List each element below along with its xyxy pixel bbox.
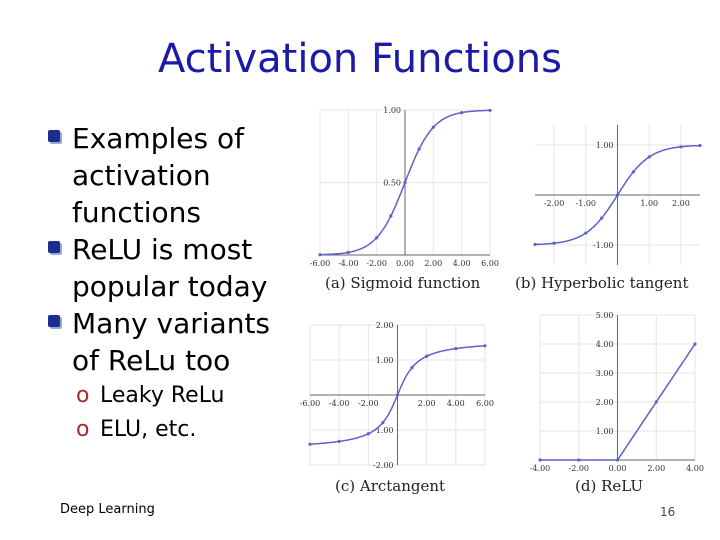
circle-bullet-icon: o: [76, 383, 90, 408]
data-point: [318, 253, 322, 257]
x-tick-label: 2.00: [424, 259, 442, 268]
data-point: [431, 125, 435, 129]
x-tick-label: -1.00: [576, 199, 597, 208]
x-tick-label: 4.00: [686, 464, 704, 473]
y-tick-label: -1.00: [593, 241, 614, 250]
data-point: [552, 241, 556, 245]
x-tick-label: 6.00: [476, 399, 494, 408]
data-point: [615, 193, 620, 197]
x-tick-label: -2.00: [358, 399, 379, 408]
data-point: [538, 458, 542, 462]
bullet-line: activation: [72, 159, 211, 192]
bullet-line: ReLU is most: [72, 233, 253, 266]
x-tick-label: -4.00: [530, 464, 551, 473]
subbullet-text: ELU, etc.: [100, 417, 197, 442]
subbullet-leaky: o Leaky ReLu: [44, 379, 304, 413]
data-point: [533, 242, 537, 247]
y-tick-label: -1.00: [373, 426, 394, 435]
y-tick-label: 5.00: [596, 311, 614, 320]
data-point: [403, 180, 407, 185]
subbullet-elu: o ELU, etc.: [44, 413, 304, 447]
square-bullet-icon: [48, 130, 60, 142]
x-tick-label: -4.00: [329, 399, 350, 408]
x-tick-label: -6.00: [310, 259, 331, 268]
data-point: [389, 214, 393, 218]
y-tick-label: 0.50: [383, 179, 401, 188]
data-point: [488, 108, 492, 112]
y-tick-label: 1.00: [383, 106, 401, 115]
data-point: [381, 420, 385, 425]
bullet-line: popular today: [72, 270, 268, 303]
bullet-examples: Examples of activation functions: [44, 120, 304, 231]
y-tick-label: 2.00: [596, 398, 614, 407]
data-point: [600, 216, 604, 220]
data-point: [698, 143, 702, 148]
plot-caption: (a) Sigmoid function: [325, 274, 481, 292]
tanh-plot: -2.00 -1.00 1.00 2.00 1.00 -1.00 (b) Hyperboli…: [515, 125, 702, 292]
data-point: [584, 231, 588, 235]
circle-bullet-icon: o: [76, 417, 90, 442]
y-tick-label: 3.00: [596, 369, 614, 378]
x-tick-label: 2.00: [647, 464, 665, 473]
x-tick-label: 0.00: [609, 464, 627, 473]
relu-plot: -4.00 -2.00 0.00 2.00 4.00 5.00 4.00 3.00 2.00 1.…: [530, 311, 704, 495]
bullet-list: Examples of activation functions ReLU is…: [44, 120, 304, 447]
y-tick-label: 1.00: [596, 141, 614, 150]
slide-title: Activation Functions: [158, 36, 562, 82]
bullet-line: functions: [72, 196, 201, 229]
data-point: [577, 458, 581, 462]
x-tick-label: -6.00: [300, 399, 320, 408]
data-point: [395, 393, 400, 397]
x-tick-label: 2.00: [672, 199, 690, 208]
data-point: [679, 145, 683, 149]
data-point: [454, 346, 458, 351]
bullet-line: Many variants: [72, 307, 271, 340]
x-tick-label: -2.00: [366, 259, 387, 268]
x-tick-label: 2.00: [418, 399, 436, 408]
y-tick-label: 1.00: [376, 356, 394, 365]
x-tick-label: 4.00: [447, 399, 465, 408]
x-tick-label: 0.00: [396, 259, 414, 268]
data-point: [483, 344, 487, 348]
square-bullet-icon: [48, 315, 60, 327]
plot-caption: (b) Hyperbolic tangent: [515, 274, 688, 292]
data-point: [410, 365, 414, 370]
subbullet-text: Leaky ReLu: [100, 383, 225, 408]
bullet-line: of ReLu too: [72, 344, 231, 377]
x-tick-label: 4.00: [453, 259, 471, 268]
plot-caption: (c) Arctangent: [335, 477, 445, 495]
data-point: [337, 439, 341, 444]
plot-caption: (d) ReLU: [575, 477, 643, 495]
square-bullet-icon: [48, 241, 60, 253]
y-tick-label: 2.00: [376, 321, 394, 330]
y-tick-label: -2.00: [373, 461, 394, 470]
data-point: [631, 170, 635, 174]
data-point: [460, 111, 464, 115]
x-tick-label: 6.00: [481, 259, 499, 268]
x-tick-label: -4.00: [338, 259, 359, 268]
data-point: [346, 250, 350, 254]
data-point: [647, 155, 651, 159]
data-point: [366, 432, 370, 436]
data-point: [417, 147, 421, 151]
data-point: [654, 400, 658, 404]
data-point: [425, 354, 429, 358]
data-point: [615, 458, 620, 462]
x-tick-label: -2.00: [544, 199, 565, 208]
x-tick-label: 1.00: [640, 199, 658, 208]
data-point: [308, 442, 312, 446]
data-point: [375, 236, 379, 240]
bullet-relu: ReLU is most popular today: [44, 231, 304, 305]
sigmoid-plot: -6.00 -4.00 -2.00 0.00 2.00 4.00 6.00 1.00 0.50 (…: [310, 106, 499, 292]
data-point: [693, 342, 697, 346]
bullet-variants: Many variants of ReLu too: [44, 305, 304, 379]
y-tick-label: 1.00: [596, 427, 614, 436]
y-tick-label: 4.00: [596, 340, 614, 349]
bullet-line: Examples of: [72, 122, 244, 155]
x-tick-label: -2.00: [568, 464, 589, 473]
arctan-plot: -6.00 -4.00 -2.00 2.00 4.00 6.00 2.00 1.00 -1.00…: [300, 321, 494, 495]
page-number: 16: [660, 505, 676, 519]
footer-text: Deep Learning: [60, 502, 155, 517]
